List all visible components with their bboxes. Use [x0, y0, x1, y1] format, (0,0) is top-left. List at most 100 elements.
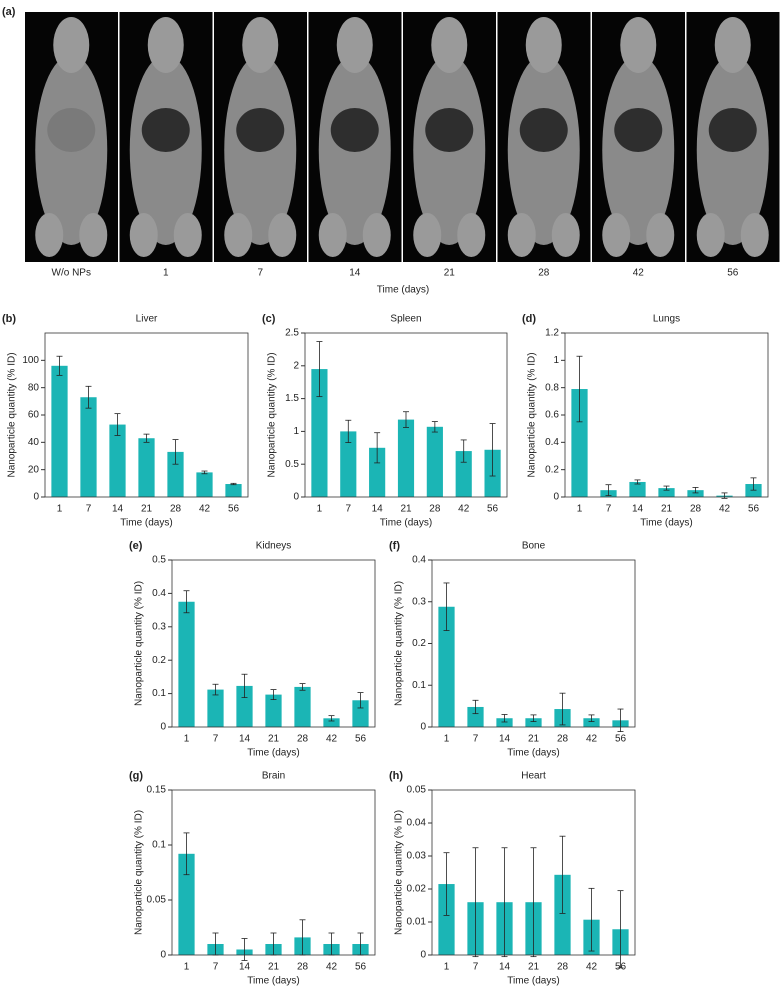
y-tick-label: 0: [420, 722, 426, 733]
x-tick-label: 7: [606, 504, 612, 515]
x-tick-label: 56: [748, 504, 760, 515]
panel-label: (e): [129, 540, 143, 552]
chart-title: Spleen: [390, 314, 421, 325]
y-tick-label: 0.03: [407, 851, 427, 862]
x-tick-label: 21: [268, 734, 280, 745]
mri-head: [53, 17, 90, 73]
x-tick-label: 1: [444, 734, 450, 745]
x-tick-label: 21: [528, 734, 540, 745]
y-axis-title: Nanoparticle quantity (% ID): [267, 352, 278, 477]
image-caption: W/o NPs: [52, 268, 91, 279]
bar: [687, 490, 704, 497]
y-tick-label: 40: [28, 437, 40, 448]
x-tick-label: 21: [661, 504, 673, 515]
x-tick-label: 56: [487, 504, 499, 515]
bar: [525, 718, 542, 727]
x-tick-label: 56: [355, 734, 367, 745]
y-tick-label: 0: [553, 492, 559, 503]
bar: [658, 488, 675, 497]
y-tick-label: 0.2: [152, 655, 166, 666]
mri-head: [525, 17, 562, 73]
image-caption: 1: [163, 268, 169, 279]
x-tick-label: 42: [199, 504, 211, 515]
panel-label: (g): [129, 770, 143, 782]
x-tick-label: 14: [632, 504, 644, 515]
mri-organ: [614, 108, 663, 152]
mri-foot: [507, 213, 536, 257]
x-tick-label: 28: [557, 962, 569, 973]
mri-head: [620, 17, 657, 73]
mri-foot: [224, 213, 253, 257]
y-tick-label: 1.2: [545, 328, 559, 339]
panel-label: (f): [389, 540, 400, 552]
y-tick-label: 0.1: [152, 840, 166, 851]
bar: [225, 484, 242, 497]
plot-frame: [171, 559, 376, 728]
mri-head: [147, 17, 184, 73]
y-tick-label: 0.1: [152, 688, 166, 699]
image-caption: 21: [444, 268, 456, 279]
mri-organ: [236, 108, 285, 152]
y-tick-label: 0.8: [545, 382, 559, 393]
mri-foot: [79, 213, 108, 257]
x-axis-title: Time (days): [507, 748, 559, 759]
x-tick-label: 1: [444, 962, 450, 973]
x-tick-label: 28: [557, 734, 569, 745]
bar: [352, 700, 369, 727]
mri-foot: [173, 213, 202, 257]
x-tick-label: 42: [326, 734, 338, 745]
y-tick-label: 0.04: [407, 818, 427, 829]
mri-foot: [413, 213, 442, 257]
y-tick-label: 100: [22, 355, 39, 366]
x-tick-label: 14: [499, 962, 511, 973]
y-axis-title: Nanoparticle quantity (% ID): [7, 352, 18, 477]
image-caption: 42: [633, 268, 645, 279]
x-tick-label: 7: [213, 734, 219, 745]
y-tick-label: 0.2: [545, 464, 559, 475]
mri-foot: [740, 213, 769, 257]
image-caption: 14: [349, 268, 361, 279]
bar: [571, 389, 588, 497]
y-tick-label: 0.02: [407, 884, 427, 895]
y-tick-label: 0: [160, 722, 166, 733]
bar: [138, 438, 155, 497]
plot-frame: [564, 332, 769, 498]
y-axis-title: Nanoparticle quantity (% ID): [527, 352, 538, 477]
y-tick-label: 2: [293, 360, 299, 371]
plot-frame: [171, 789, 376, 956]
y-tick-label: 80: [28, 382, 40, 393]
bar: [207, 689, 224, 727]
x-tick-label: 42: [586, 962, 598, 973]
y-tick-label: 0.05: [147, 895, 167, 906]
plot-frame: [431, 559, 636, 728]
mri-foot: [646, 213, 675, 257]
bar: [397, 419, 415, 497]
mri-foot: [268, 213, 297, 257]
x-tick-label: 28: [690, 504, 702, 515]
mri-organ: [47, 108, 96, 152]
bar: [426, 426, 443, 497]
y-tick-label: 1: [553, 355, 559, 366]
y-tick-label: 0.4: [152, 588, 166, 599]
bar: [438, 884, 455, 955]
chart-title: Heart: [521, 771, 546, 782]
mri-organ: [330, 108, 379, 152]
x-tick-label: 14: [499, 734, 511, 745]
x-tick-label: 14: [239, 962, 251, 973]
x-tick-label: 21: [268, 962, 280, 973]
bar: [167, 451, 184, 497]
bar: [80, 397, 97, 497]
bar: [109, 424, 126, 497]
bar: [236, 685, 253, 727]
y-axis-title: Nanoparticle quantity (% ID): [394, 810, 405, 935]
y-axis-title: Nanoparticle quantity (% ID): [394, 581, 405, 706]
y-axis-title: Nanoparticle quantity (% ID): [134, 581, 145, 706]
bar: [340, 431, 357, 497]
image-caption: 28: [538, 268, 550, 279]
x-tick-label: 56: [615, 962, 627, 973]
mri-organ: [519, 108, 568, 152]
bar: [583, 718, 600, 727]
x-tick-label: 28: [297, 734, 309, 745]
x-tick-label: 1: [577, 504, 583, 515]
